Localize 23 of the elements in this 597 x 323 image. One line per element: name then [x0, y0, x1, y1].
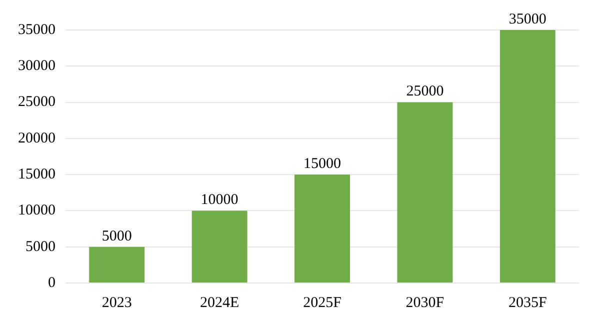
data-label: 10000 [200, 192, 238, 208]
y-tick-label: 0 [48, 274, 56, 291]
y-tick-label: 10000 [18, 202, 56, 219]
bar [397, 102, 453, 282]
data-label: 25000 [406, 84, 444, 100]
data-label: 35000 [508, 11, 546, 28]
y-tick-label: 30000 [18, 58, 56, 74]
bar [500, 30, 556, 282]
bar [294, 174, 350, 282]
x-tick-label: 2025F [303, 294, 342, 311]
x-tick-label: 2035F [508, 294, 547, 311]
bar [89, 246, 145, 282]
x-tick-label: 2023 [102, 294, 132, 311]
y-tick-label: 35000 [18, 22, 56, 38]
y-tick-label: 20000 [18, 130, 56, 146]
x-tick-label: 2030F [406, 294, 444, 311]
bar [192, 210, 248, 282]
y-tick-label: 5000 [26, 238, 56, 255]
data-label: 5000 [102, 228, 132, 244]
data-label: 15000 [304, 156, 341, 172]
x-tick-label: 2024E [200, 294, 240, 311]
y-tick-label: 25000 [18, 94, 56, 110]
y-tick-label: 15000 [18, 166, 56, 183]
